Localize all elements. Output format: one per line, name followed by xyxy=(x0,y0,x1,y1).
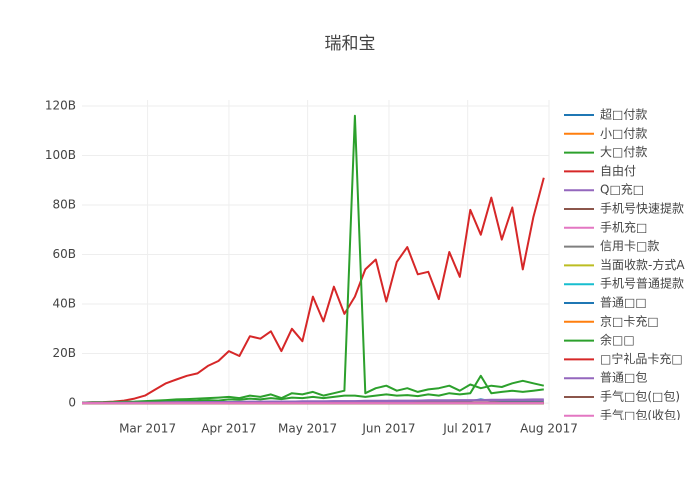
chart-title: 瑞和宝 xyxy=(325,34,376,54)
axes: 0 20B 40B 60B 80B 100B 120B Mar 2017 Apr 2017 May… xyxy=(45,98,578,435)
legend-label: 信用卡□款 xyxy=(600,239,659,253)
legend-label: 手机充□ xyxy=(600,219,647,234)
y-tick-label: 40B xyxy=(52,297,76,311)
legend-label: Q□充□ xyxy=(600,182,644,197)
x-tick-label: Jun 2017 xyxy=(361,422,415,436)
legend-label: 大□付款 xyxy=(600,145,647,159)
grid xyxy=(82,100,550,410)
y-tick-label: 20B xyxy=(52,346,76,360)
x-tick-label: Jul 2017 xyxy=(442,422,492,436)
legend-label: 普通□□ xyxy=(600,296,647,310)
legend-label: 手气□包(收包) xyxy=(600,407,681,422)
legend-label: 手气□包(□包) xyxy=(600,389,680,404)
legend-label: 超□付款 xyxy=(600,107,647,122)
y-tick-label: 120B xyxy=(45,98,76,112)
legend-label: 手机号普通提款 xyxy=(600,276,684,291)
x-tick-label: Apr 2017 xyxy=(201,422,256,436)
legend-label: 普通□包 xyxy=(600,371,647,385)
legend-label: 余□□ xyxy=(600,332,635,347)
series-line xyxy=(82,177,545,404)
y-tick-label: 100B xyxy=(45,148,76,162)
legend-label: 京□卡充□ xyxy=(600,313,659,328)
x-tick-label: Mar 2017 xyxy=(119,422,176,436)
legend-label: 当面收款-方式A xyxy=(600,257,685,272)
x-tick-label: May 2017 xyxy=(278,422,337,436)
legend-label: □宁礼品卡充□ xyxy=(600,351,683,366)
x-tick-label: Aug 2017 xyxy=(520,422,578,436)
y-tick-label: 60B xyxy=(52,247,76,261)
y-tick-label: 80B xyxy=(52,197,76,211)
legend-label: 手机号快速提款 xyxy=(600,201,684,216)
legend-label: 自由付 xyxy=(600,164,636,178)
legend-label: 小□付款 xyxy=(600,126,647,140)
series-line xyxy=(82,114,545,404)
plot-area xyxy=(82,114,545,405)
y-tick-label: 0 xyxy=(68,396,76,410)
series-line xyxy=(82,374,544,404)
